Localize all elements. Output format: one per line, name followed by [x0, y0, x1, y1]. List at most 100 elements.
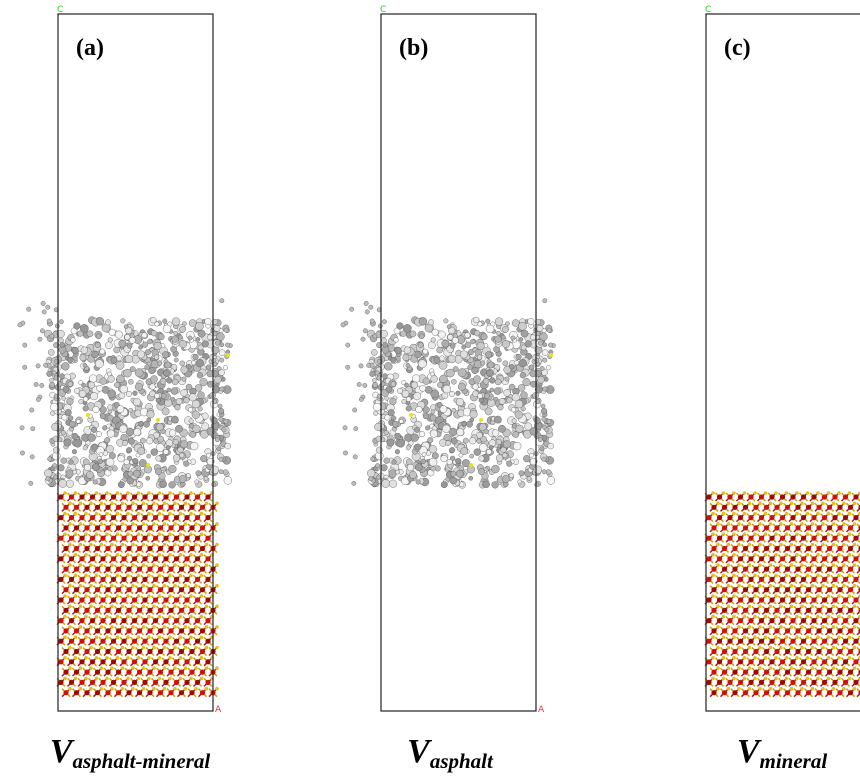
atom — [42, 310, 46, 314]
atom — [743, 628, 748, 633]
atom — [832, 639, 837, 644]
atom — [168, 532, 172, 536]
atom — [738, 659, 743, 664]
atom — [821, 584, 825, 588]
atom — [811, 556, 816, 561]
atom — [150, 376, 157, 383]
atom — [732, 525, 737, 530]
atom — [732, 608, 737, 613]
atom — [811, 618, 816, 623]
atom — [737, 687, 741, 691]
atom — [837, 656, 841, 660]
atom — [200, 532, 204, 536]
atom — [425, 324, 433, 332]
atom — [184, 597, 189, 602]
atom — [189, 677, 193, 681]
atom — [512, 319, 519, 326]
atom — [196, 337, 200, 341]
atom — [732, 670, 737, 675]
atom — [547, 476, 555, 484]
atom — [440, 406, 447, 413]
atom — [711, 635, 715, 639]
atom — [126, 615, 130, 619]
atom — [147, 505, 152, 510]
atom — [785, 656, 789, 660]
atom — [811, 597, 816, 602]
atom — [448, 355, 456, 363]
atom — [95, 512, 99, 516]
atom — [716, 584, 720, 588]
atom — [384, 430, 389, 435]
atom — [769, 646, 773, 650]
atom — [112, 466, 118, 472]
atom — [806, 553, 810, 557]
atom — [200, 656, 204, 660]
atom — [126, 608, 131, 613]
atom — [509, 384, 515, 390]
atom — [83, 363, 87, 367]
atom — [86, 471, 93, 478]
atom — [748, 618, 753, 623]
atom — [848, 532, 852, 536]
atom — [116, 628, 121, 633]
atom — [88, 382, 95, 389]
atom — [722, 587, 727, 592]
atom — [184, 646, 188, 650]
atom — [801, 618, 806, 623]
atom — [753, 491, 757, 495]
atom — [717, 577, 722, 582]
atom — [158, 677, 162, 681]
atom — [716, 522, 720, 526]
atom — [63, 532, 67, 536]
atom — [174, 494, 179, 499]
atom — [738, 597, 743, 602]
atom — [163, 577, 168, 582]
atom — [156, 418, 160, 422]
atom — [105, 342, 112, 349]
atom — [189, 690, 194, 695]
atom — [121, 319, 126, 324]
atom — [72, 449, 77, 454]
atom — [412, 375, 420, 383]
atom — [153, 618, 158, 623]
atom — [811, 502, 815, 506]
atom — [716, 605, 720, 609]
atom — [521, 330, 528, 337]
atom — [795, 594, 799, 598]
atom — [811, 543, 815, 547]
atom — [722, 608, 727, 613]
atom — [711, 505, 716, 510]
atom — [764, 628, 769, 633]
atom — [495, 336, 502, 343]
atom — [68, 522, 72, 526]
atom — [189, 512, 193, 516]
atom — [779, 584, 783, 588]
atom — [753, 656, 757, 660]
atom — [68, 357, 74, 363]
atom — [748, 687, 752, 691]
atom — [29, 481, 33, 485]
atom — [100, 666, 104, 670]
atom — [795, 491, 799, 495]
atom — [95, 628, 100, 633]
atom — [795, 587, 800, 592]
atom — [126, 649, 131, 654]
atom — [131, 646, 135, 650]
atom — [732, 677, 736, 681]
atom — [843, 639, 848, 644]
atom — [515, 400, 523, 408]
atom — [132, 680, 137, 685]
atom — [758, 584, 762, 588]
atom — [764, 615, 768, 619]
atom — [727, 666, 731, 670]
atom — [717, 618, 722, 623]
atom — [717, 659, 722, 664]
atom — [184, 494, 189, 499]
atom — [189, 567, 194, 572]
atom — [419, 431, 425, 437]
atom — [419, 317, 427, 325]
atom — [79, 639, 84, 644]
atom — [848, 512, 852, 516]
atom — [423, 413, 429, 419]
atom — [451, 379, 456, 384]
